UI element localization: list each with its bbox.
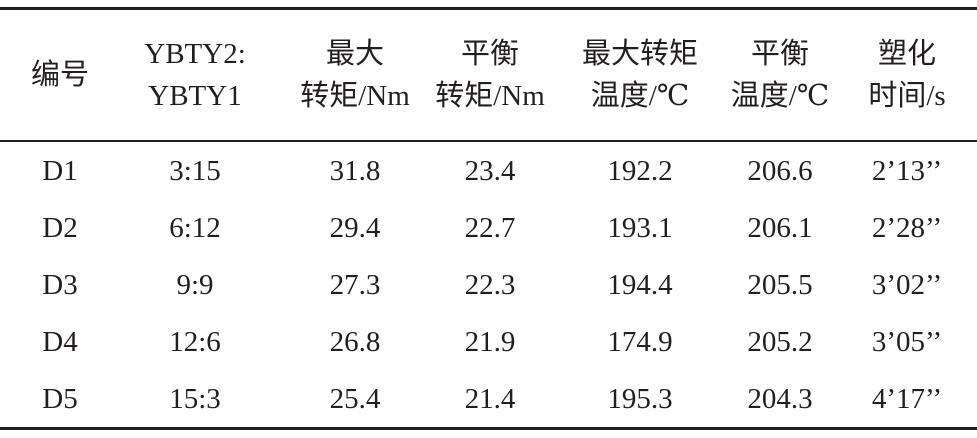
table-row: D3 9:9 27.3 22.3 194.4 205.5 3’02’’ bbox=[0, 257, 977, 314]
cell-plasticizing-time: 2’13’’ bbox=[871, 155, 943, 187]
table-row: D4 12:6 26.8 21.9 174.9 205.2 3’05’’ bbox=[0, 314, 977, 371]
cell-ratio: 6:12 bbox=[169, 212, 221, 244]
cell-id: D3 bbox=[42, 269, 78, 301]
header-balance-temp-line2: 温度/℃ bbox=[730, 80, 830, 112]
header-balance-torque-line1: 平衡 bbox=[460, 38, 519, 70]
cell-max-torque: 31.8 bbox=[329, 155, 381, 187]
cell-id: D1 bbox=[42, 155, 78, 187]
header-max-torque: 最大 转矩/Nm bbox=[285, 10, 425, 140]
cell-balance-torque: 22.3 bbox=[464, 269, 516, 301]
header-max-torque-line1: 最大 bbox=[325, 38, 384, 70]
cell-id: D5 bbox=[42, 383, 78, 415]
cell-max-torque: 27.3 bbox=[329, 269, 381, 301]
header-rule bbox=[0, 140, 977, 142]
cell-ratio: 15:3 bbox=[169, 383, 221, 415]
header-balance-torque: 平衡 转矩/Nm bbox=[425, 10, 555, 140]
cell-ratio: 9:9 bbox=[176, 269, 214, 301]
cell-balance-torque: 22.7 bbox=[464, 212, 516, 244]
table-row: D1 3:15 31.8 23.4 192.2 206.6 2’13’’ bbox=[0, 143, 977, 200]
table-row: D5 15:3 25.4 21.4 195.3 204.3 4’17’’ bbox=[0, 371, 977, 428]
cell-max-torque: 26.8 bbox=[329, 326, 381, 358]
header-id: 编号 bbox=[0, 10, 120, 140]
header-ratio-line2: YBTY1 bbox=[148, 80, 242, 112]
header-plasticizing-time-line2: 时间/s bbox=[868, 80, 946, 112]
cell-balance-torque: 21.9 bbox=[464, 326, 516, 358]
cell-ratio: 3:15 bbox=[169, 155, 221, 187]
header-plasticizing-time-line1: 塑化 bbox=[877, 38, 936, 70]
cell-balance-torque: 23.4 bbox=[464, 155, 516, 187]
header-max-torque-line2: 转矩/Nm bbox=[300, 80, 410, 112]
header-max-torque-temp: 最大转矩 温度/℃ bbox=[565, 10, 715, 140]
cell-plasticizing-time: 3’05’’ bbox=[871, 326, 943, 358]
cell-balance-temp: 204.3 bbox=[747, 383, 813, 415]
bottom-rule bbox=[0, 427, 977, 430]
header-balance-torque-line2: 转矩/Nm bbox=[435, 80, 545, 112]
cell-balance-torque: 21.4 bbox=[464, 383, 516, 415]
cell-max-torque-temp: 193.1 bbox=[607, 212, 673, 244]
cell-balance-temp: 205.5 bbox=[747, 269, 813, 301]
cell-max-torque: 25.4 bbox=[329, 383, 381, 415]
cell-max-torque-temp: 174.9 bbox=[607, 326, 673, 358]
cell-ratio: 12:6 bbox=[169, 326, 221, 358]
header-max-torque-temp-line2: 温度/℃ bbox=[590, 80, 690, 112]
cell-plasticizing-time: 3’02’’ bbox=[871, 269, 943, 301]
header-balance-temp: 平衡 温度/℃ bbox=[715, 10, 845, 140]
top-rule bbox=[0, 7, 977, 10]
cell-plasticizing-time: 4’17’’ bbox=[871, 383, 943, 415]
cell-balance-temp: 206.1 bbox=[747, 212, 813, 244]
header-max-torque-temp-line1: 最大转矩 bbox=[581, 38, 698, 70]
header-plasticizing-time: 塑化 时间/s bbox=[842, 10, 972, 140]
header-ratio-line1: YBTY2: bbox=[144, 38, 246, 70]
cell-plasticizing-time: 2’28’’ bbox=[871, 212, 943, 244]
header-id-line1: 编号 bbox=[30, 59, 89, 91]
cell-balance-temp: 205.2 bbox=[747, 326, 813, 358]
header-ratio: YBTY2: YBTY1 bbox=[120, 10, 270, 140]
cell-max-torque-temp: 195.3 bbox=[607, 383, 673, 415]
cell-balance-temp: 206.6 bbox=[747, 155, 813, 187]
table-row: D2 6:12 29.4 22.7 193.1 206.1 2’28’’ bbox=[0, 200, 977, 257]
header-balance-temp-line1: 平衡 bbox=[750, 38, 809, 70]
cell-max-torque: 29.4 bbox=[329, 212, 381, 244]
cell-id: D4 bbox=[42, 326, 78, 358]
cell-max-torque-temp: 194.4 bbox=[607, 269, 673, 301]
cell-id: D2 bbox=[42, 212, 78, 244]
table-header-row: 编号 YBTY2: YBTY1 最大 转矩/Nm 平衡 转矩/Nm 最大转矩 温… bbox=[0, 10, 977, 140]
cell-max-torque-temp: 192.2 bbox=[607, 155, 673, 187]
